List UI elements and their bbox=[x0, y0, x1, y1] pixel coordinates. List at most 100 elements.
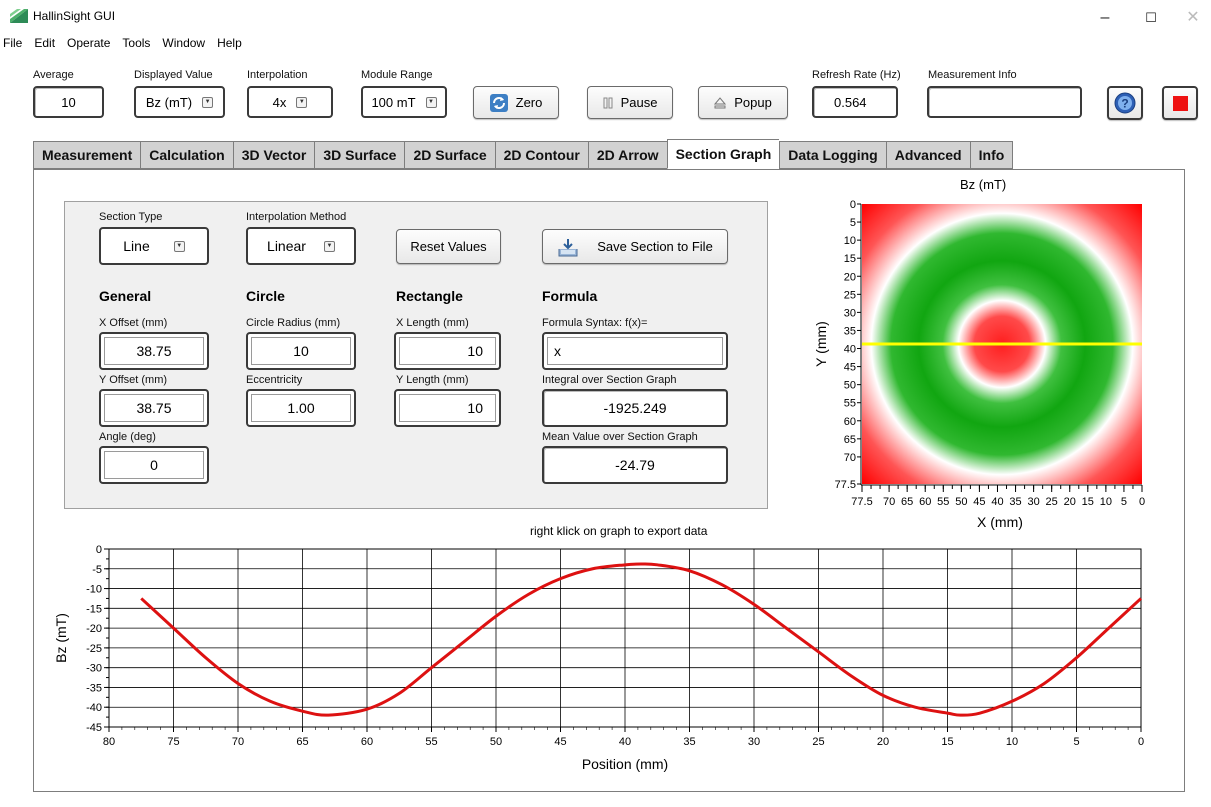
popup-button[interactable]: Popup bbox=[698, 86, 788, 119]
y-offset-label: Y Offset (mm) bbox=[99, 374, 168, 386]
pause-button[interactable]: Pause bbox=[587, 86, 673, 119]
tab-section-graph[interactable]: Section Graph bbox=[666, 139, 780, 169]
menu-tools[interactable]: Tools bbox=[122, 36, 151, 50]
plot-x-tick-label: 80 bbox=[103, 736, 115, 748]
eccentricity-value[interactable]: 1.00 bbox=[251, 394, 351, 422]
tab-advanced[interactable]: Advanced bbox=[885, 141, 970, 169]
y-offset-field[interactable]: 38.75 bbox=[99, 389, 209, 427]
tab-2d-arrow[interactable]: 2D Arrow bbox=[587, 141, 667, 169]
interpolation-select[interactable]: 4x ▼ bbox=[247, 86, 333, 118]
section-type-select[interactable]: Line ▼ bbox=[99, 227, 209, 265]
plot-y-ticks: 0 -5 -10 -15 -20 -25 -30 -35 -40 -45 bbox=[86, 544, 109, 734]
maximize-button[interactable]: ☐ bbox=[1145, 10, 1157, 25]
stop-button[interactable] bbox=[1162, 86, 1198, 120]
y-length-field[interactable]: 10 bbox=[394, 389, 501, 427]
tab-info[interactable]: Info bbox=[969, 141, 1014, 169]
eccentricity-field[interactable]: 1.00 bbox=[246, 389, 356, 427]
heatmap-y-tick-label: 5 bbox=[850, 217, 856, 229]
mean-value-label: Mean Value over Section Graph bbox=[542, 431, 698, 443]
plot-y-tick-label: -45 bbox=[86, 722, 102, 734]
chevron-down-icon: ▼ bbox=[425, 96, 437, 108]
measurement-info-field[interactable] bbox=[927, 86, 1082, 118]
save-file-icon bbox=[558, 238, 578, 256]
minimize-button[interactable]: – bbox=[1100, 9, 1110, 26]
y-length-value[interactable]: 10 bbox=[399, 394, 496, 422]
zero-label: Zero bbox=[515, 95, 543, 110]
reset-values-button[interactable]: Reset Values bbox=[396, 229, 501, 264]
formula-value[interactable]: x bbox=[547, 337, 723, 365]
tab-bar: Measurement Calculation 3D Vector 3D Sur… bbox=[33, 139, 1014, 169]
x-offset-value[interactable]: 38.75 bbox=[104, 337, 204, 365]
bz-section-line bbox=[140, 562, 1143, 717]
integral-display: -1925.249 bbox=[542, 389, 728, 427]
refresh-rate-display: 0.564 bbox=[812, 86, 898, 118]
help-button[interactable]: ? bbox=[1107, 86, 1143, 120]
interpolation-method-select[interactable]: Linear ▼ bbox=[246, 227, 356, 265]
plot-y-tick-label: -20 bbox=[86, 623, 102, 635]
plot-x-ticks: 80 75 70 65 60 55 50 45 40 35 30 25 20 15 10 5 0 bbox=[103, 727, 1144, 748]
plot-y-tick-label: -35 bbox=[86, 682, 102, 694]
menu-window[interactable]: Window bbox=[162, 36, 206, 50]
heatmap-x-tick-label: 0 bbox=[1139, 496, 1145, 508]
plot-x-tick-label: 10 bbox=[1006, 736, 1018, 748]
heatmap-y-tick-label: 30 bbox=[844, 307, 856, 319]
menu-edit[interactable]: Edit bbox=[34, 36, 56, 50]
angle-value[interactable]: 0 bbox=[104, 451, 204, 479]
displayed-value-select[interactable]: Bz (mT) ▼ bbox=[134, 86, 225, 118]
heatmap-x-tick-label: 25 bbox=[1046, 496, 1058, 508]
chevron-down-icon: ▼ bbox=[202, 96, 214, 108]
x-length-value[interactable]: 10 bbox=[399, 337, 496, 365]
graph-export-hint: right klick on graph to export data bbox=[530, 524, 708, 538]
tab-calculation[interactable]: Calculation bbox=[140, 141, 233, 169]
average-input[interactable]: 10 bbox=[33, 86, 104, 118]
tab-2d-surface[interactable]: 2D Surface bbox=[404, 141, 495, 169]
circle-radius-field[interactable]: 10 bbox=[246, 332, 356, 370]
heatmap-x-tick-label: 70 bbox=[883, 496, 895, 508]
menu-operate[interactable]: Operate bbox=[67, 36, 111, 50]
section-type-text: Line bbox=[123, 238, 150, 254]
menu-help[interactable]: Help bbox=[217, 36, 242, 50]
menu-file[interactable]: File bbox=[3, 36, 23, 50]
plot-x-tick-label: 5 bbox=[1073, 736, 1079, 748]
x-offset-field[interactable]: 38.75 bbox=[99, 332, 209, 370]
plot-y-tick-label: -25 bbox=[86, 643, 102, 655]
plot-y-tick-label: 0 bbox=[96, 544, 102, 556]
x-length-field[interactable]: 10 bbox=[394, 332, 501, 370]
window-title: HallinSight GUI bbox=[33, 9, 116, 23]
heatmap-title: Bz (mT) bbox=[960, 177, 1007, 192]
heatmap-y-label: Y (mm) bbox=[813, 321, 829, 367]
heatmap-x-tick-label: 77.5 bbox=[851, 496, 872, 508]
zero-button[interactable]: Zero bbox=[473, 86, 559, 119]
heatmap-x-label: X (mm) bbox=[977, 514, 1023, 530]
heatmap-y-tick-label: 70 bbox=[844, 452, 856, 464]
tab-measurement[interactable]: Measurement bbox=[33, 141, 141, 169]
tab-3d-surface[interactable]: 3D Surface bbox=[314, 141, 405, 169]
plot-y-label: Bz (mT) bbox=[53, 613, 69, 663]
pause-label: Pause bbox=[620, 95, 658, 110]
heatmap-x-tick-label: 65 bbox=[901, 496, 913, 508]
y-offset-value[interactable]: 38.75 bbox=[104, 394, 204, 422]
refresh-icon bbox=[489, 93, 508, 112]
save-section-button[interactable]: Save Section to File bbox=[542, 229, 728, 264]
formula-field[interactable]: x bbox=[542, 332, 728, 370]
tab-data-logging[interactable]: Data Logging bbox=[779, 141, 886, 169]
plot-x-tick-label: 50 bbox=[490, 736, 502, 748]
tab-2d-contour[interactable]: 2D Contour bbox=[494, 141, 588, 169]
module-range-select[interactable]: 100 mT ▼ bbox=[361, 86, 447, 118]
angle-field[interactable]: 0 bbox=[99, 446, 209, 484]
heatmap-x-tick-label: 55 bbox=[937, 496, 949, 508]
section-line-chart[interactable]: 0-5-10-15-20-25-30-35-40-45 80 75 70 65 60 55… bbox=[52, 538, 1162, 778]
heatmap-x-tick-label: 30 bbox=[1027, 496, 1039, 508]
plot-y-tick-label: -30 bbox=[86, 663, 102, 675]
circle-radius-value[interactable]: 10 bbox=[251, 337, 351, 365]
circle-heading: Circle bbox=[246, 288, 285, 304]
heatmap-x-tick-label: 50 bbox=[955, 496, 967, 508]
plot-y-tick-label: -15 bbox=[86, 603, 102, 615]
close-button[interactable]: ✕ bbox=[1186, 9, 1200, 26]
integral-label: Integral over Section Graph bbox=[542, 374, 677, 386]
circle-radius-label: Circle Radius (mm) bbox=[246, 317, 341, 329]
tab-3d-vector[interactable]: 3D Vector bbox=[232, 141, 315, 169]
app-logo-icon bbox=[10, 9, 28, 23]
formula-heading: Formula bbox=[542, 288, 598, 304]
